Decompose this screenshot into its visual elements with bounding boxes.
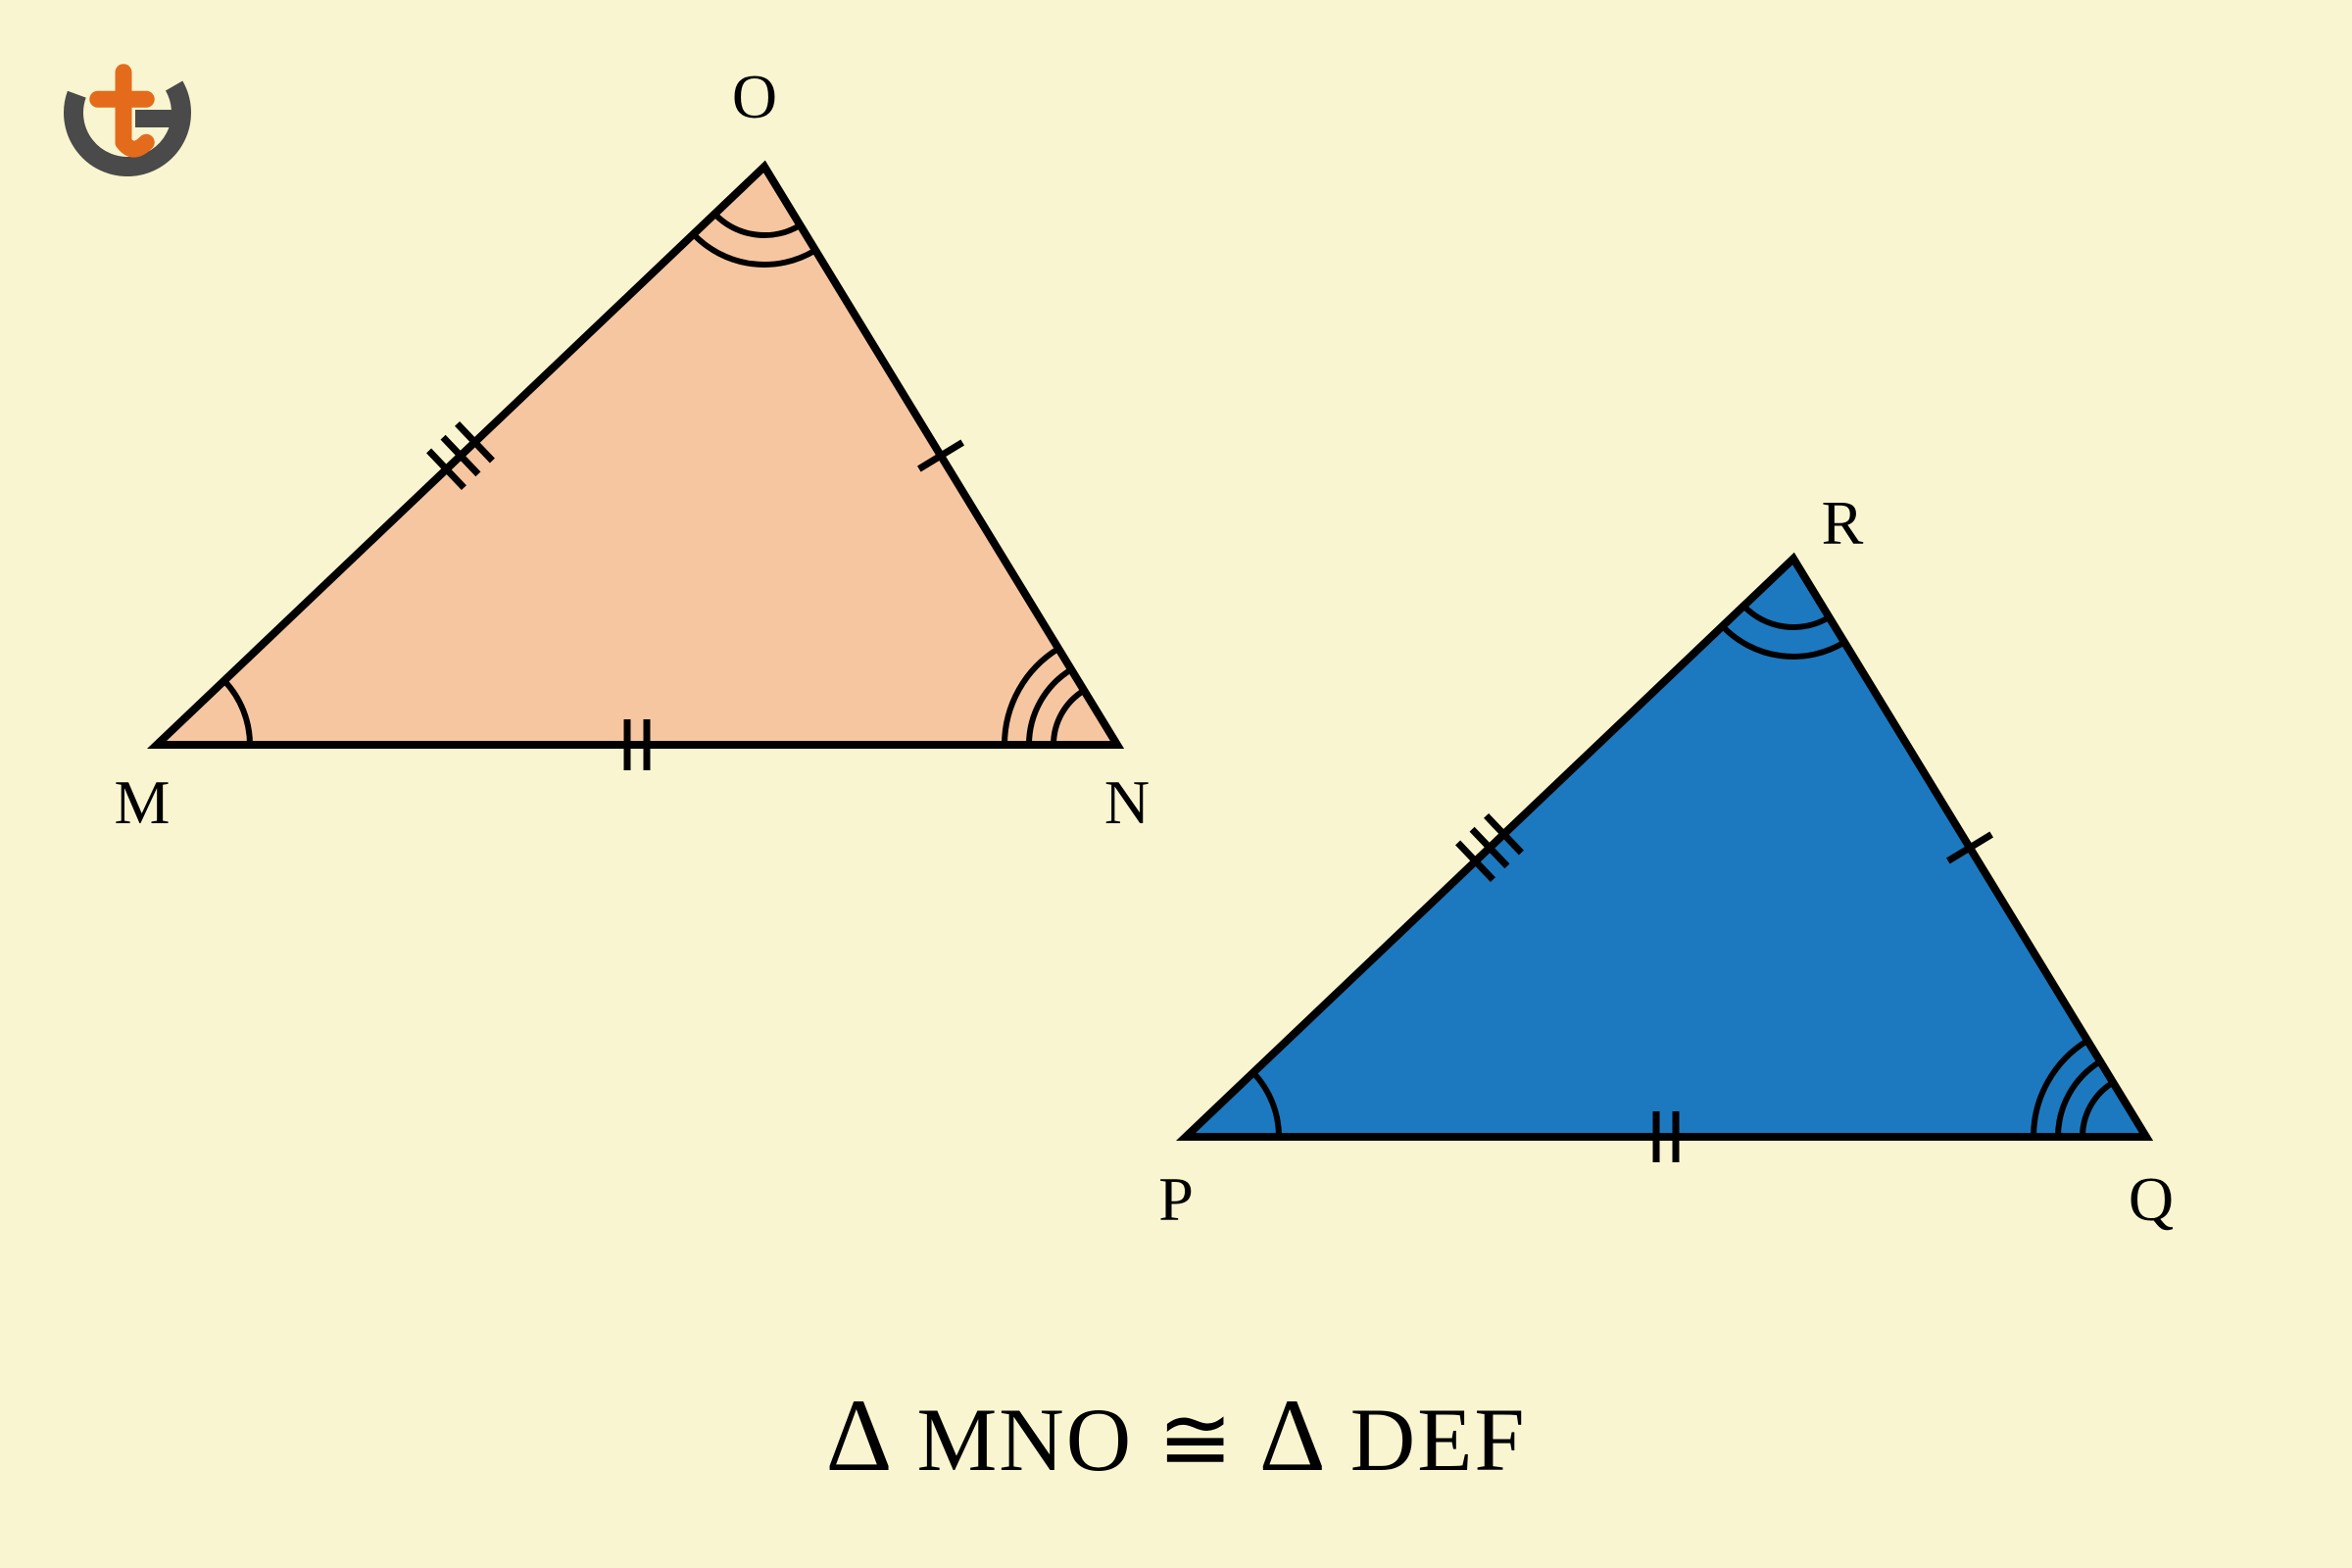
triangle-left-label-M: M [115,767,171,837]
diagram-svg: MNOPQRΔ MNO ≅ Δ DEF [0,0,2352,1568]
background [0,0,2352,1568]
triangle-right-label-R: R [1822,488,1864,558]
congruent-symbol: ≅ [1157,1390,1233,1490]
triangle-name-1: MNO [892,1390,1157,1490]
triangle-left-label-N: N [1104,767,1150,837]
triangle-name-2: DEF [1326,1390,1527,1490]
delta-symbol-2: Δ [1233,1378,1325,1493]
triangle-left-label-O: O [732,62,777,131]
triangle-right-label-Q: Q [2129,1164,2174,1234]
congruence-statement: Δ MNO ≅ Δ DEF [825,1378,1526,1493]
triangle-right-label-P: P [1158,1164,1194,1234]
delta-symbol-1: Δ [825,1378,892,1493]
diagram-root: MNOPQRΔ MNO ≅ Δ DEF [0,0,2352,1568]
